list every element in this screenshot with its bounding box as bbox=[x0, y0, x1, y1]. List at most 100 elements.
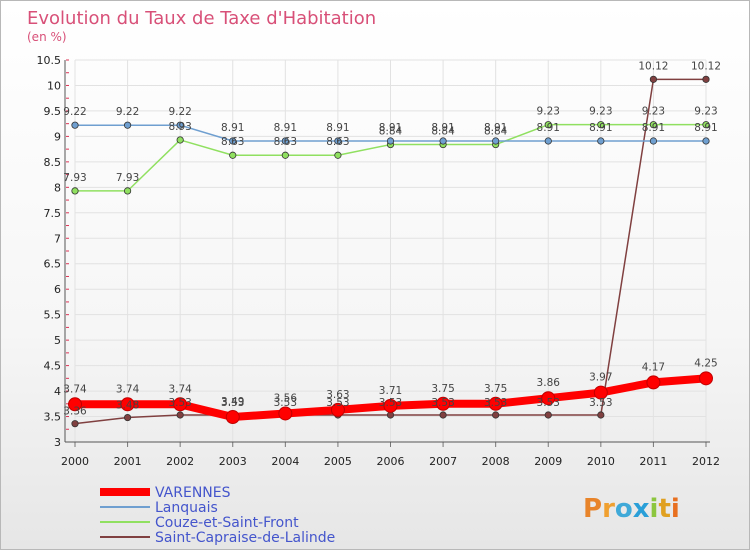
y-tick-label: 3.5 bbox=[44, 411, 62, 424]
data-label: 3.53 bbox=[537, 397, 560, 409]
logo-letter: i bbox=[671, 494, 680, 524]
data-point bbox=[593, 385, 608, 400]
data-point bbox=[386, 137, 395, 145]
data-point bbox=[649, 121, 658, 129]
data-point bbox=[439, 137, 447, 145]
data-point bbox=[649, 137, 658, 145]
data-point bbox=[646, 375, 661, 390]
logo-letter: o bbox=[615, 494, 633, 524]
data-label: 8.63 bbox=[221, 136, 244, 148]
data-point bbox=[334, 137, 342, 145]
x-tick-label: 2011 bbox=[639, 455, 667, 468]
y-tick-label: 7.5 bbox=[44, 207, 62, 220]
data-label: 8.91 bbox=[221, 122, 244, 134]
data-point bbox=[436, 396, 451, 411]
y-tick-label: 8 bbox=[54, 181, 61, 194]
data-point bbox=[488, 396, 503, 411]
data-label: 8.93 bbox=[168, 121, 191, 133]
data-label: 8.91 bbox=[537, 122, 560, 134]
data-point bbox=[492, 137, 500, 145]
data-label: 9.23 bbox=[642, 106, 665, 118]
data-point bbox=[71, 420, 79, 428]
data-point bbox=[229, 137, 237, 145]
data-point bbox=[544, 411, 552, 419]
chart-subtitle: (en %) bbox=[27, 30, 67, 44]
chart-title: Evolution du Taux de Taxe d'Habitation bbox=[27, 8, 376, 29]
y-tick-label: 6 bbox=[54, 283, 61, 296]
data-label: 8.91 bbox=[484, 122, 507, 134]
x-tick-label: 2002 bbox=[166, 455, 194, 468]
x-tick-label: 2007 bbox=[429, 455, 457, 468]
data-label: 3.74 bbox=[63, 383, 87, 395]
x-tick-label: 2008 bbox=[482, 455, 510, 468]
data-point bbox=[383, 398, 398, 413]
data-point bbox=[702, 121, 710, 129]
x-tick-label: 2009 bbox=[534, 455, 562, 468]
data-label: 8.63 bbox=[274, 136, 297, 148]
data-label: 10.12 bbox=[638, 60, 668, 72]
data-label: 8.91 bbox=[274, 122, 297, 134]
y-tick-label: 10 bbox=[47, 79, 61, 92]
data-point bbox=[123, 187, 132, 195]
logo-letter: i bbox=[650, 494, 659, 524]
legend-label-0: VARENNES bbox=[155, 485, 231, 501]
data-labels: 3.74 3.74 3.74 3.49 3.56 3.63 3.71 3.75 3.75 3.86… bbox=[63, 60, 721, 417]
y-tick-label: 9.5 bbox=[44, 105, 62, 118]
data-point bbox=[439, 411, 447, 419]
data-label: 3.49 bbox=[221, 396, 244, 408]
data-point bbox=[544, 121, 552, 129]
data-label: 8.91 bbox=[694, 122, 717, 134]
legend-label-1: Lanquais bbox=[155, 500, 218, 516]
data-label: 9.22 bbox=[63, 106, 86, 118]
data-label: 8.84 bbox=[431, 126, 455, 138]
y-tick-label: 5.5 bbox=[44, 309, 62, 322]
data-label: 3.56 bbox=[274, 392, 298, 404]
y-tick-label: 10.5 bbox=[37, 54, 62, 67]
data-label: 4.17 bbox=[642, 361, 665, 373]
data-label: 9.22 bbox=[116, 106, 139, 118]
data-label: 3.53 bbox=[168, 397, 191, 409]
data-point bbox=[225, 410, 240, 425]
data-point bbox=[544, 137, 552, 145]
data-point bbox=[120, 397, 135, 412]
data-label: 9.23 bbox=[589, 106, 612, 118]
data-label: 8.91 bbox=[326, 122, 349, 134]
x-tick-label: 2012 bbox=[692, 455, 720, 468]
data-label: 3.53 bbox=[326, 397, 349, 409]
data-label: 8.91 bbox=[589, 122, 612, 134]
data-point bbox=[492, 411, 500, 419]
data-point bbox=[649, 75, 658, 83]
data-label: 3.53 bbox=[431, 397, 454, 409]
data-label: 10.12 bbox=[691, 60, 721, 72]
data-point bbox=[229, 151, 237, 159]
data-label: 9.23 bbox=[694, 106, 717, 118]
data-point bbox=[176, 121, 184, 129]
data-label: 3.71 bbox=[379, 385, 402, 397]
logo-letter: r bbox=[602, 494, 615, 524]
data-point bbox=[123, 413, 132, 422]
legend-label-2: Couze-et-Saint-Front bbox=[155, 515, 299, 531]
data-label: 3.53 bbox=[589, 397, 612, 409]
y-tick-label: 7 bbox=[54, 232, 61, 245]
data-point bbox=[597, 137, 605, 145]
data-label: 3.74 bbox=[168, 383, 192, 395]
data-label: 8.91 bbox=[642, 122, 665, 134]
y-tick-label: 5 bbox=[54, 334, 61, 347]
x-tick-label: 2010 bbox=[587, 455, 615, 468]
logo-text: Proxiti bbox=[583, 494, 680, 524]
data-point bbox=[702, 75, 710, 83]
data-label: 3.53 bbox=[274, 397, 297, 409]
data-point bbox=[597, 411, 605, 419]
data-point bbox=[699, 371, 713, 386]
data-point bbox=[278, 406, 293, 421]
data-label: 8.91 bbox=[379, 122, 402, 134]
data-label: 3.53 bbox=[221, 397, 244, 409]
y-tick-label: 6.5 bbox=[44, 258, 62, 271]
data-label: 3.53 bbox=[484, 397, 507, 409]
logo-letter: t bbox=[658, 494, 670, 524]
series-group bbox=[68, 75, 713, 428]
legend: VARENNESLanquaisCouze-et-Saint-FrontSain… bbox=[100, 485, 335, 546]
data-label: 3.53 bbox=[379, 397, 402, 409]
data-label: 7.93 bbox=[63, 172, 86, 184]
